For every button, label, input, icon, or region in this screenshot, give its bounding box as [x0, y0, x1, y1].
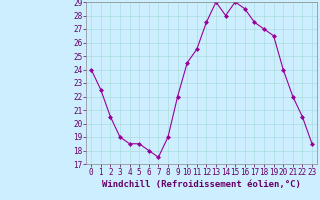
- X-axis label: Windchill (Refroidissement éolien,°C): Windchill (Refroidissement éolien,°C): [102, 180, 301, 189]
